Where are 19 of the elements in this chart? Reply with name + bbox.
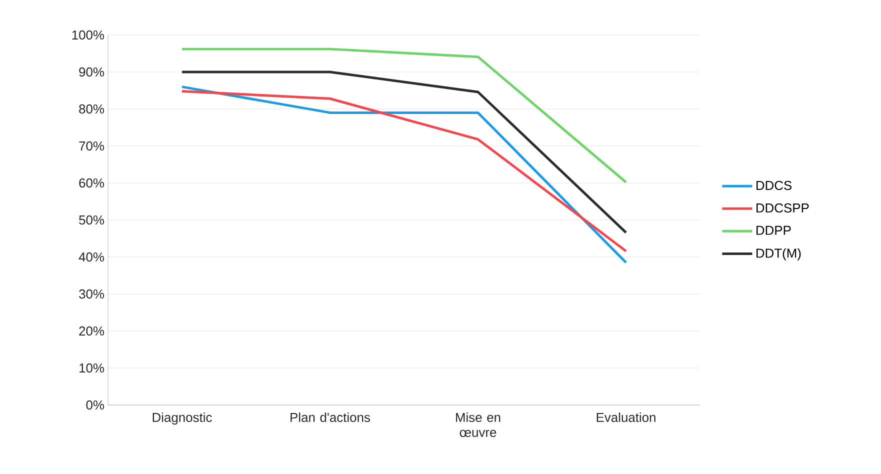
y-tick-label: 50%: [79, 215, 104, 225]
legend-label: DDCSPP: [756, 203, 809, 213]
x-tick-label: Mise en œuvre: [456, 412, 500, 437]
y-tick-label: 30%: [79, 289, 104, 299]
y-tick-label: 60%: [79, 178, 104, 188]
y-tick-label: 0%: [86, 400, 104, 410]
y-tick-label: 10%: [80, 363, 104, 373]
legend-label: DDCS: [756, 180, 792, 190]
legend-label: DDPP: [756, 226, 791, 235]
y-tick-label: 90%: [79, 67, 104, 77]
y-tick-label: 70%: [79, 141, 104, 151]
x-tick-label: Evaluation: [596, 412, 656, 422]
x-tick-label: Diagnostic: [152, 412, 212, 425]
y-tick-label: 40%: [78, 252, 104, 262]
y-tick-label: 20%: [79, 326, 104, 336]
x-tick-label: Plan d'actions: [290, 412, 370, 422]
legend-label: DDT(M): [756, 248, 801, 260]
y-tick-label: 100%: [72, 30, 104, 40]
y-tick-label: 80%: [79, 104, 104, 114]
